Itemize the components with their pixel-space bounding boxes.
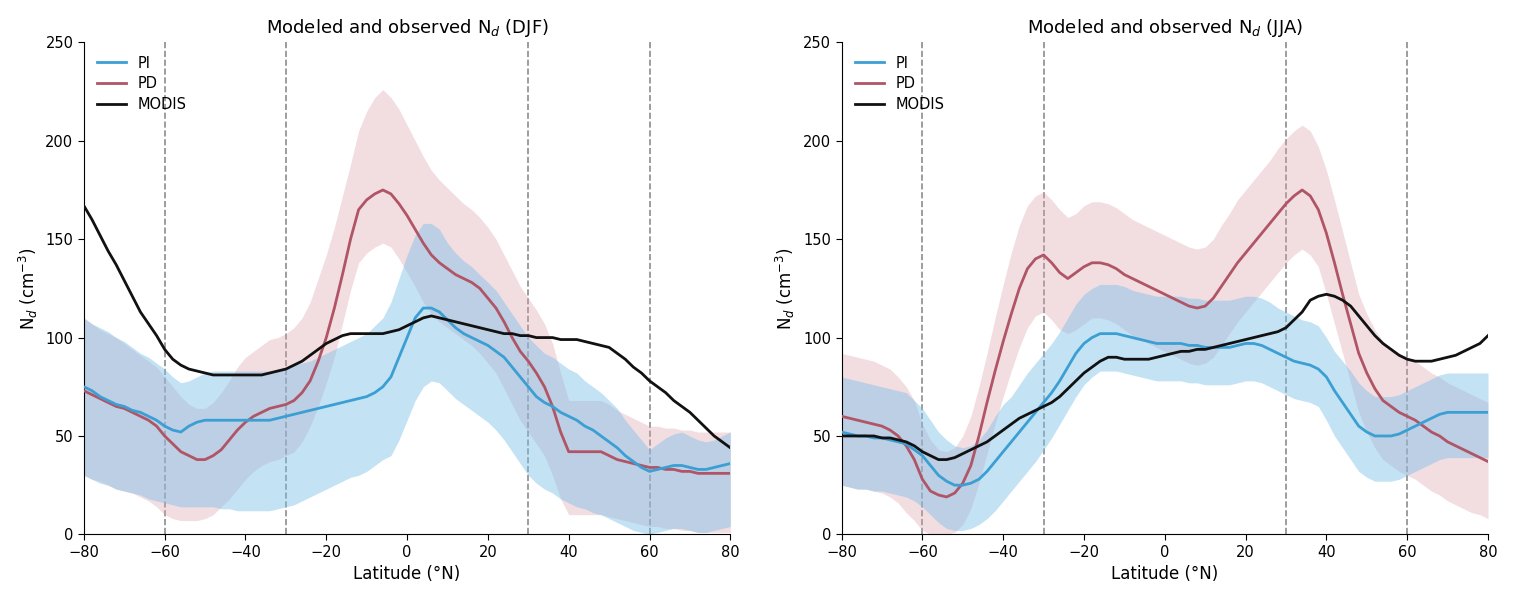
MODIS [600, 344, 618, 351]
Line: PD: PD [842, 190, 1488, 497]
Legend: PI, PD, MODIS: PI, PD, MODIS [849, 50, 951, 118]
MODIS [478, 326, 497, 334]
PI [640, 468, 659, 475]
Line: MODIS: MODIS [842, 294, 1488, 460]
PD [1407, 416, 1425, 424]
PD [689, 470, 707, 477]
MODIS [1245, 334, 1263, 341]
PI [609, 444, 627, 451]
Line: PD: PD [83, 190, 730, 473]
PD [1196, 302, 1214, 310]
Line: PI: PI [842, 334, 1488, 485]
Line: MODIS: MODIS [83, 206, 730, 448]
PI [560, 413, 578, 420]
MODIS [551, 336, 569, 343]
PI [721, 460, 739, 467]
MODIS [657, 389, 675, 396]
Title: Modeled and observed N$_d$ (DJF): Modeled and observed N$_d$ (DJF) [265, 17, 548, 38]
MODIS [633, 370, 651, 377]
MODIS [930, 456, 948, 463]
MODIS [74, 202, 92, 209]
MODIS [721, 444, 739, 451]
Title: Modeled and observed N$_d$ (JJA): Modeled and observed N$_d$ (JJA) [1026, 17, 1304, 38]
PD [439, 265, 457, 272]
PI [672, 462, 690, 469]
PI [488, 348, 506, 355]
PD [665, 466, 683, 473]
PD [721, 470, 739, 477]
PD [1431, 433, 1449, 440]
MODIS [1196, 346, 1214, 353]
PD [74, 387, 92, 394]
MODIS [1479, 332, 1497, 339]
PI [415, 304, 433, 311]
PD [640, 464, 659, 471]
PI [439, 316, 457, 323]
MODIS [430, 314, 448, 322]
Y-axis label: N$_d$ (cm$^{-3}$): N$_d$ (cm$^{-3}$) [774, 247, 798, 329]
PI [648, 466, 666, 473]
PD [609, 456, 627, 463]
X-axis label: Latitude (°N): Latitude (°N) [1111, 565, 1219, 583]
MODIS [1317, 290, 1335, 298]
PI [1325, 387, 1343, 394]
PD [937, 493, 955, 500]
PD [1325, 259, 1343, 266]
MODIS [833, 433, 851, 440]
Legend: PI, PD, MODIS: PI, PD, MODIS [91, 50, 192, 118]
PI [1092, 330, 1110, 337]
PI [74, 383, 92, 391]
PI [1252, 342, 1270, 349]
MODIS [1325, 293, 1343, 300]
PD [1479, 458, 1497, 465]
MODIS [1407, 358, 1425, 365]
PI [1204, 344, 1222, 351]
PI [833, 428, 851, 436]
PI [1407, 422, 1425, 430]
PD [1293, 187, 1311, 194]
Line: PI: PI [83, 308, 730, 472]
PD [488, 304, 506, 311]
X-axis label: Latitude (°N): Latitude (°N) [353, 565, 460, 583]
PI [1479, 409, 1497, 416]
PD [1373, 397, 1391, 404]
PD [560, 448, 578, 455]
PD [833, 413, 851, 420]
PD [374, 187, 392, 194]
PD [1245, 239, 1263, 247]
PI [946, 482, 964, 489]
Y-axis label: N$_d$ (cm$^{-3}$): N$_d$ (cm$^{-3}$) [17, 247, 39, 329]
PI [1431, 411, 1449, 418]
PI [1373, 433, 1391, 440]
MODIS [1373, 340, 1391, 347]
MODIS [1431, 356, 1449, 363]
